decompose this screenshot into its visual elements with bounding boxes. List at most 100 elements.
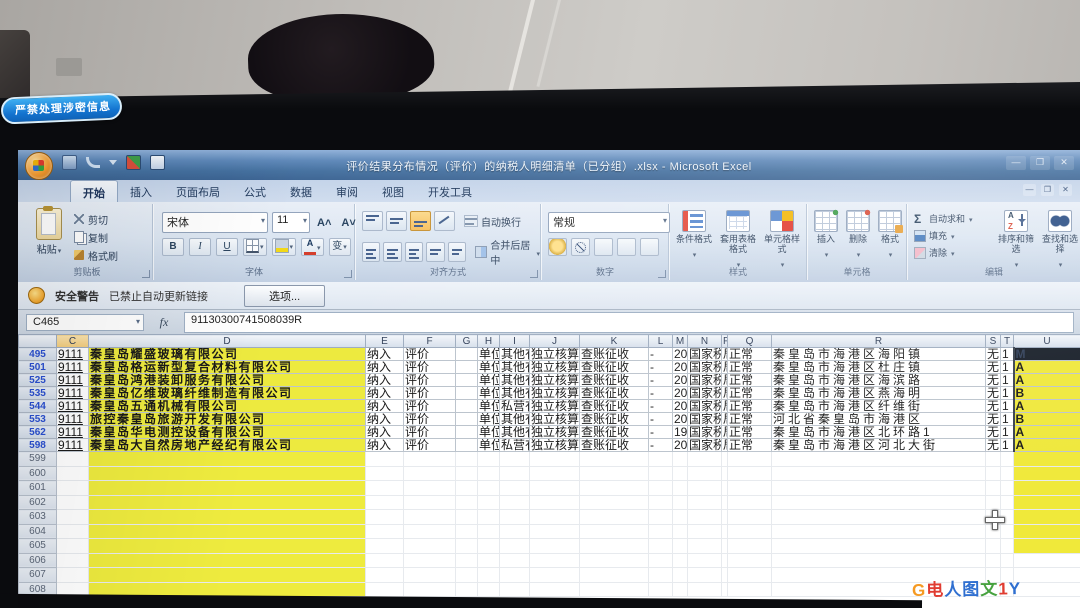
cell[interactable]: [56, 509, 89, 525]
cell[interactable]: 评价: [403, 425, 456, 439]
cell[interactable]: 独立核算: [529, 373, 580, 387]
cell[interactable]: 独立核算: [529, 412, 580, 426]
cell[interactable]: [672, 451, 688, 467]
cell[interactable]: [579, 451, 649, 467]
cell[interactable]: [648, 480, 673, 496]
underline-button[interactable]: U: [216, 238, 238, 256]
cell[interactable]: [1013, 509, 1080, 525]
row-header-501[interactable]: 501: [18, 360, 57, 374]
cell[interactable]: [579, 523, 649, 539]
row-header-535[interactable]: 535: [18, 386, 57, 400]
cell[interactable]: 其他有: [499, 373, 530, 387]
cell[interactable]: [771, 465, 986, 481]
wb-close-button[interactable]: ✕: [1059, 184, 1072, 196]
cell[interactable]: M: [1012, 347, 1080, 361]
formula-input[interactable]: 91130300741508039R: [184, 311, 1074, 333]
cell[interactable]: 20: [672, 347, 688, 361]
cell[interactable]: 评价: [403, 412, 456, 426]
phonetic-button[interactable]: 变: [328, 238, 351, 256]
column-header-E[interactable]: E: [365, 334, 404, 348]
cell[interactable]: 正常: [727, 399, 772, 413]
delete-cells-button[interactable]: 删除: [842, 208, 874, 262]
cell[interactable]: [687, 509, 722, 525]
row-header-602[interactable]: 602: [18, 494, 57, 510]
cell[interactable]: 无: [985, 412, 1001, 426]
cell[interactable]: [687, 538, 722, 554]
cell[interactable]: [648, 509, 673, 525]
cell[interactable]: 正常: [727, 386, 772, 400]
cell[interactable]: [985, 538, 1001, 554]
cell[interactable]: [455, 552, 478, 568]
name-box[interactable]: C465: [26, 313, 144, 331]
cell[interactable]: 9111: [56, 373, 89, 387]
cell[interactable]: 国家税务: [687, 347, 722, 361]
cell[interactable]: 秦皇岛华电测控设备有限公司: [88, 425, 366, 439]
align-bottom-button[interactable]: [410, 211, 431, 231]
cell[interactable]: [477, 509, 500, 525]
row-header-601[interactable]: 601: [18, 480, 57, 496]
cell[interactable]: [672, 523, 688, 539]
cell[interactable]: 9111: [56, 438, 89, 452]
align-middle-button[interactable]: [386, 211, 407, 231]
cell[interactable]: 秦皇岛五通机械有限公司: [88, 399, 366, 413]
cell[interactable]: [455, 386, 478, 400]
cell[interactable]: [56, 552, 89, 568]
cell[interactable]: [477, 494, 500, 510]
cell[interactable]: 9111: [56, 386, 89, 400]
cell[interactable]: 国家税务: [687, 438, 722, 452]
cell[interactable]: [579, 494, 649, 510]
column-header-K[interactable]: K: [579, 334, 649, 348]
cell[interactable]: [727, 509, 772, 525]
dialog-launcher-icon[interactable]: [142, 270, 150, 278]
cell[interactable]: 国家税务: [687, 425, 722, 439]
restore-button[interactable]: ❐: [1030, 156, 1050, 170]
column-header-C[interactable]: C: [56, 334, 89, 348]
number-format-select[interactable]: 常规: [548, 212, 670, 233]
column-header-Q[interactable]: Q: [727, 334, 772, 348]
cell[interactable]: 纳入: [365, 438, 404, 452]
cell[interactable]: 1: [1000, 438, 1014, 452]
cell[interactable]: [985, 552, 1001, 568]
undo-icon[interactable]: [86, 157, 100, 168]
cell[interactable]: 秦皇岛市海港区燕海明: [771, 386, 986, 400]
cell[interactable]: [88, 538, 366, 554]
cell[interactable]: [1000, 480, 1014, 496]
cell[interactable]: 20: [672, 438, 688, 452]
cell[interactable]: [56, 523, 89, 539]
cell[interactable]: A: [1012, 360, 1080, 374]
cell[interactable]: [477, 538, 500, 554]
percent-style-icon[interactable]: [571, 238, 590, 256]
row-header-525[interactable]: 525: [18, 373, 57, 387]
cell[interactable]: 局: [721, 386, 728, 400]
cell[interactable]: [1000, 465, 1014, 481]
tab-数据[interactable]: 数据: [290, 187, 312, 199]
cell[interactable]: [687, 465, 722, 481]
cell[interactable]: [403, 523, 456, 539]
cell[interactable]: 正常: [727, 347, 772, 361]
cell[interactable]: [1000, 538, 1014, 554]
format-painter-button[interactable]: 格式刷: [74, 246, 118, 264]
cell[interactable]: 秦皇岛鸿港装卸服务有限公司: [88, 373, 366, 387]
format-as-table-button[interactable]: 套用表格格式: [716, 208, 760, 272]
cell[interactable]: [771, 509, 986, 525]
cell[interactable]: [56, 451, 89, 467]
cell[interactable]: [365, 581, 404, 597]
cell[interactable]: [455, 412, 478, 426]
cell[interactable]: [672, 465, 688, 481]
row-header-600[interactable]: 600: [18, 465, 57, 481]
cell[interactable]: 19: [672, 425, 688, 439]
column-header-G[interactable]: G: [455, 334, 478, 348]
cell[interactable]: [88, 523, 366, 539]
cell[interactable]: 1: [1000, 425, 1014, 439]
column-header-F[interactable]: F: [403, 334, 456, 348]
cell[interactable]: 私营有: [499, 399, 530, 413]
cell[interactable]: [672, 538, 688, 554]
cell[interactable]: 9111: [56, 425, 89, 439]
cell[interactable]: [672, 509, 688, 525]
row-header-553[interactable]: 553: [18, 412, 57, 426]
cell[interactable]: [529, 538, 580, 554]
fill-color-button[interactable]: [271, 238, 297, 256]
cell[interactable]: [477, 581, 500, 597]
cell[interactable]: [403, 509, 456, 525]
tab-公式[interactable]: 公式: [244, 187, 266, 199]
